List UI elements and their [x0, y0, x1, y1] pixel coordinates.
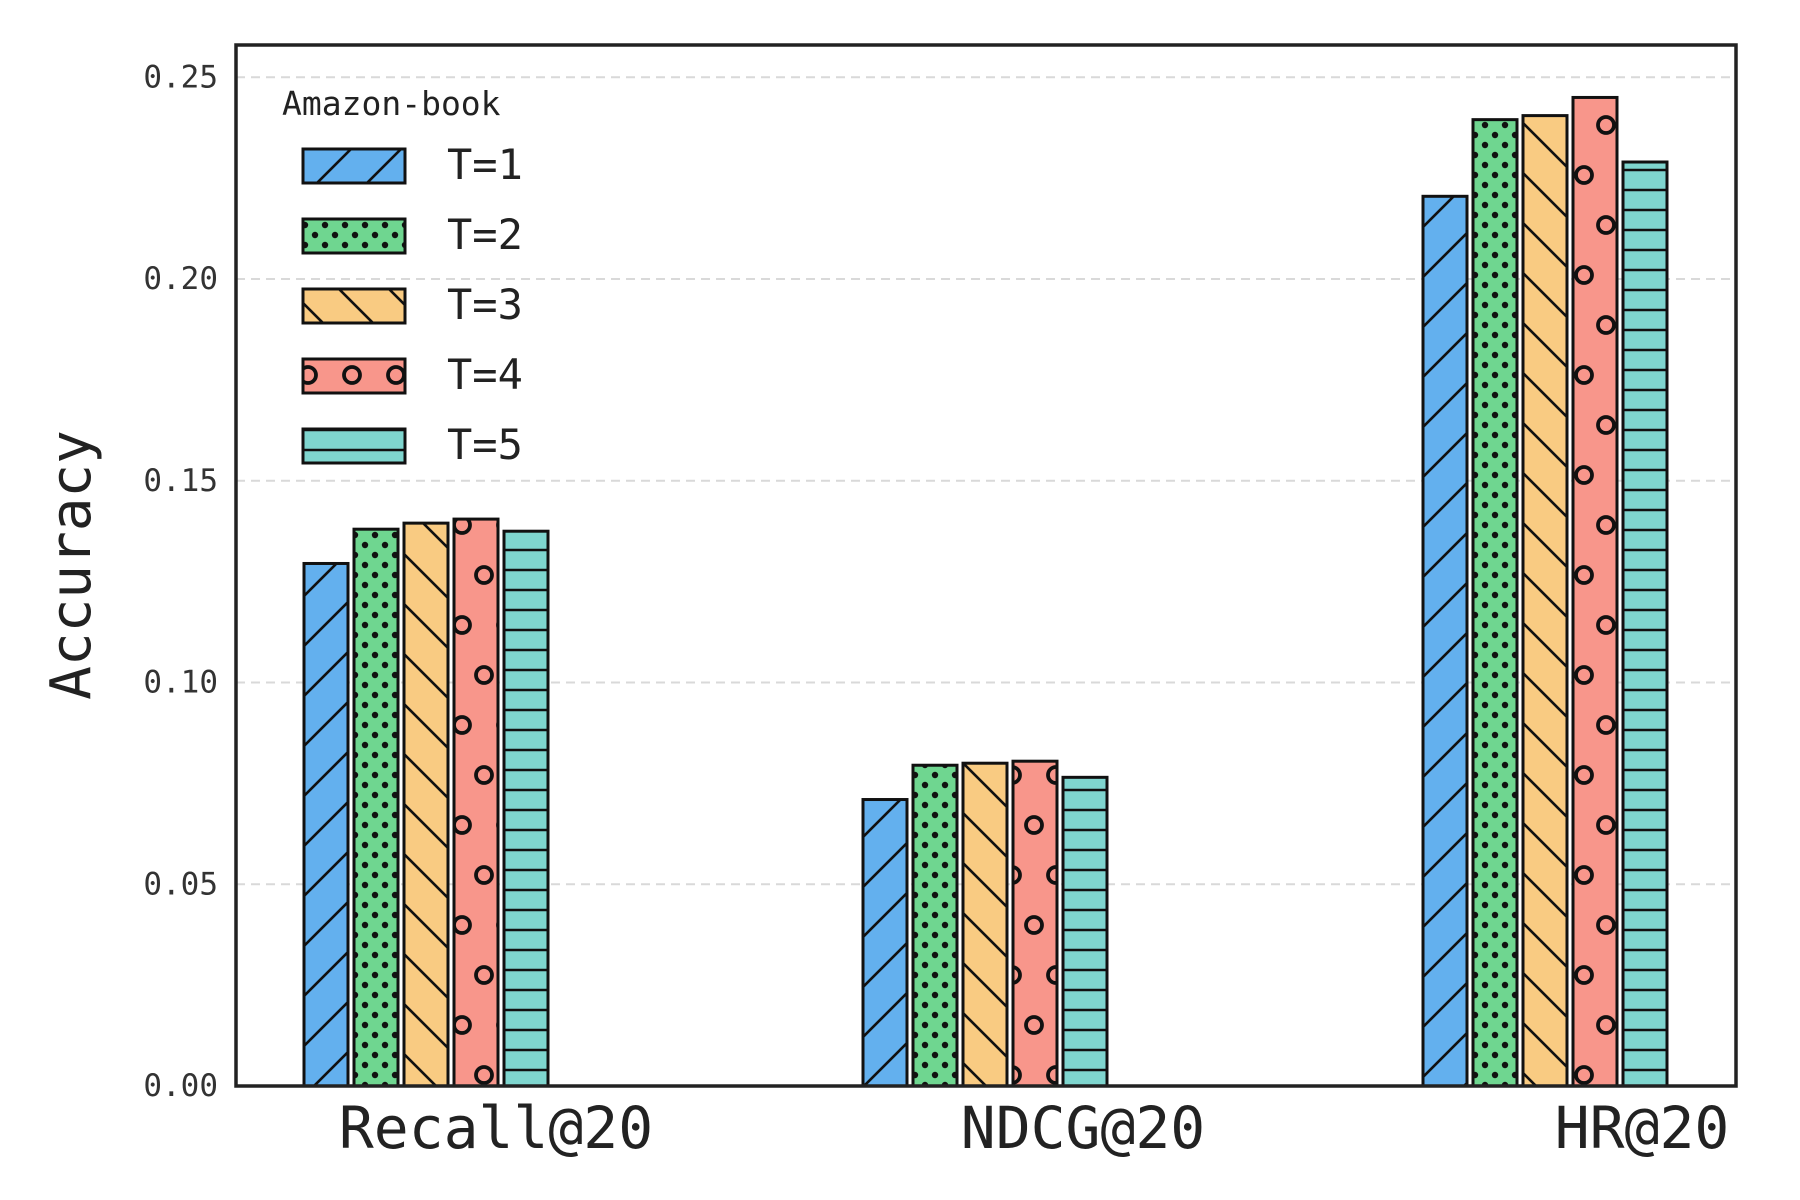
bar-ndcg-20-t1 [861, 798, 909, 1088]
y-tick-label-3: 0.15 [143, 463, 218, 499]
legend-label-0: T=1 [447, 140, 523, 189]
bar-hr-20-t5 [1621, 160, 1669, 1088]
bar-recall-20-t2 [352, 527, 400, 1088]
y-axis-label: Accuracy [39, 430, 104, 700]
tick-labels: 0.00 0.05 0.10 0.15 0.20 0.25 Recall@20 NDCG@20… [143, 59, 1729, 1162]
y-tick-label-5: 0.25 [143, 59, 218, 95]
legend-swatch-2 [301, 287, 407, 325]
legend-swatch-3 [301, 357, 407, 395]
bar-ndcg-20-t3 [961, 761, 1009, 1088]
bars [302, 95, 1669, 1088]
legend: Amazon-book T=1 T=2 T=3 T=4 T=5 [282, 84, 523, 469]
y-tick-label-2: 0.10 [143, 665, 218, 701]
bar-hr-20-t4 [1571, 95, 1619, 1088]
legend-label-2: T=3 [447, 280, 523, 329]
bar-hr-20-t1 [1421, 194, 1469, 1088]
y-tick-label-0: 0.00 [143, 1068, 218, 1104]
plot-frame [234, 43, 1738, 1088]
legend-title: Amazon-book [282, 84, 501, 123]
legend-label-1: T=2 [447, 210, 523, 259]
legend-swatch-1 [301, 217, 407, 255]
bar-recall-20-t5 [502, 529, 550, 1088]
legend-label-4: T=5 [447, 420, 523, 469]
bar-ndcg-20-t2 [911, 763, 959, 1088]
x-tick-label-2: HR@20 [1555, 1094, 1730, 1162]
x-tick-label-0: Recall@20 [339, 1094, 653, 1162]
legend-swatch-4 [301, 427, 407, 465]
bar-ndcg-20-t4 [1011, 759, 1059, 1088]
bar-ndcg-20-t5 [1061, 775, 1109, 1088]
x-tick-label-1: NDCG@20 [961, 1094, 1205, 1162]
axes [234, 43, 1738, 1088]
legend-label-3: T=4 [447, 350, 523, 399]
legend-swatch-0 [301, 147, 407, 185]
bar-recall-20-t3 [402, 521, 450, 1088]
bar-hr-20-t3 [1521, 114, 1569, 1088]
bar-hr-20-t2 [1471, 118, 1519, 1088]
y-tick-label-1: 0.05 [143, 866, 218, 902]
bar-recall-20-t4 [452, 517, 500, 1088]
y-tick-label-4: 0.20 [143, 261, 218, 297]
bar-recall-20-t1 [302, 561, 350, 1088]
